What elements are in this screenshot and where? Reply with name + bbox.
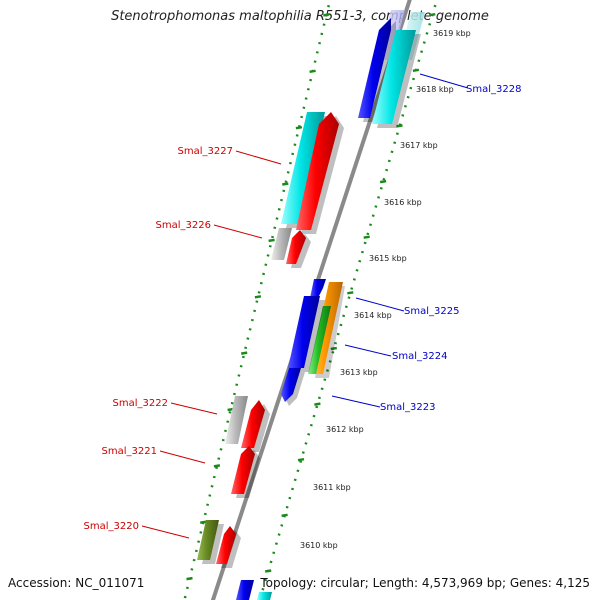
tick-mark: [264, 569, 272, 573]
accession-text: Accession: NC_011071: [8, 576, 145, 590]
gene-arrow-smal-3225-blue-small: [310, 279, 326, 298]
gene-arrow-smal-3228-blue: [358, 18, 396, 122]
leader-line-smal-3227: [235, 150, 282, 165]
leader-line-smal-3223: [331, 395, 381, 408]
label-leader-lines: [141, 73, 469, 539]
forward-gene-labels: Smal_3227 Smal_3226 Smal_3222 Smal_3221 …: [84, 146, 233, 532]
gene-arrow-smal-3224-green: [308, 306, 331, 374]
tick-mark: [363, 235, 370, 239]
gene-label-smal-3225[interactable]: Smal_3225: [404, 306, 459, 317]
gene-arrow-smal-3227-red: [296, 112, 344, 234]
gene-label-smal-3227[interactable]: Smal_3227: [178, 146, 233, 157]
scale-label-3619: 3619 kbp: [433, 29, 471, 38]
tick-mark: [282, 182, 289, 186]
left-tick-track: [183, 0, 332, 600]
gene-arrow-smal-3223-blue: [281, 368, 305, 406]
gene-arrow-smal-3226-red: [286, 230, 311, 268]
tick-mark: [330, 346, 338, 351]
gene-label-smal-3223[interactable]: Smal_3223: [380, 402, 435, 413]
leader-line-smal-3228: [419, 73, 469, 89]
scale-label-3614: 3614 kbp: [354, 311, 392, 320]
gene-arrow-smal-3228-cyan: [372, 30, 421, 128]
kbp-scale-labels: 3619 kbp 3618 kbp 3617 kbp 3616 kbp 3615…: [300, 29, 471, 550]
gene-label-smal-3226[interactable]: Smal_3226: [156, 220, 211, 231]
leader-line-smal-3221: [159, 450, 206, 464]
gene-arrow-smal-3220-red: [216, 526, 241, 568]
gene-arrow-smal-3224-blue: [288, 296, 325, 372]
tick-mark: [429, 12, 436, 17]
reverse-gene-labels: Smal_3228 Smal_3225 Smal_3224 Smal_3223: [380, 84, 521, 413]
gene-arrow: [236, 580, 254, 600]
leader-line-smal-3225: [355, 297, 405, 312]
gene-label-smal-3224[interactable]: Smal_3224: [392, 351, 447, 362]
leader-line-smal-3220: [141, 525, 190, 539]
left-major-ticks: [186, 13, 330, 581]
topology-text: Topology: circular; Length: 4,573,969 bp…: [260, 576, 590, 590]
gene-arrow-smal-3226-grey: [271, 228, 292, 260]
gene-arrow: [257, 592, 272, 600]
scale-label-3613: 3613 kbp: [340, 368, 378, 377]
gene-arrow-smal-3222-red: [241, 400, 270, 452]
tick-mark: [213, 464, 221, 468]
gene-arrow-smal-3221-red: [231, 446, 260, 498]
scale-label-3617: 3617 kbp: [400, 141, 438, 150]
scale-label-3616: 3616 kbp: [384, 198, 422, 207]
tick-mark: [297, 457, 305, 462]
scale-label-3618: 3618 kbp: [416, 85, 454, 94]
tick-mark: [314, 402, 321, 406]
tick-mark: [254, 295, 262, 299]
leader-line-smal-3226: [213, 224, 263, 239]
gene-label-smal-3228[interactable]: Smal_3228: [466, 84, 521, 95]
leader-line-smal-3222: [170, 402, 218, 415]
tick-mark: [323, 13, 330, 17]
gene-label-smal-3222[interactable]: Smal_3222: [113, 398, 168, 409]
tick-mark: [268, 238, 275, 243]
scale-label-3612: 3612 kbp: [326, 425, 364, 434]
right-tick-track: [258, 0, 439, 600]
tick-mark: [379, 179, 387, 184]
tick-mark: [240, 351, 248, 355]
gene-arrow-smal-3220-olive: [197, 520, 224, 564]
gene-features: [197, 10, 425, 600]
leader-line-smal-3224: [344, 344, 392, 357]
scale-label-3615: 3615 kbp: [369, 254, 407, 263]
gene-label-smal-3221[interactable]: Smal_3221: [102, 446, 157, 457]
tick-mark: [396, 124, 403, 128]
scale-label-3611: 3611 kbp: [313, 483, 351, 492]
tick-mark: [199, 520, 207, 524]
tick-mark: [412, 68, 420, 73]
tick-mark: [309, 69, 316, 74]
gene-label-smal-3220[interactable]: Smal_3220: [84, 521, 139, 532]
tick-mark: [281, 513, 288, 518]
right-major-ticks: [264, 12, 436, 573]
tick-mark: [186, 576, 193, 581]
scale-label-3610: 3610 kbp: [300, 541, 338, 550]
gene-arrow-smal-3222-grey: [225, 396, 248, 444]
tick-mark: [295, 125, 303, 130]
tick-mark: [347, 291, 354, 295]
